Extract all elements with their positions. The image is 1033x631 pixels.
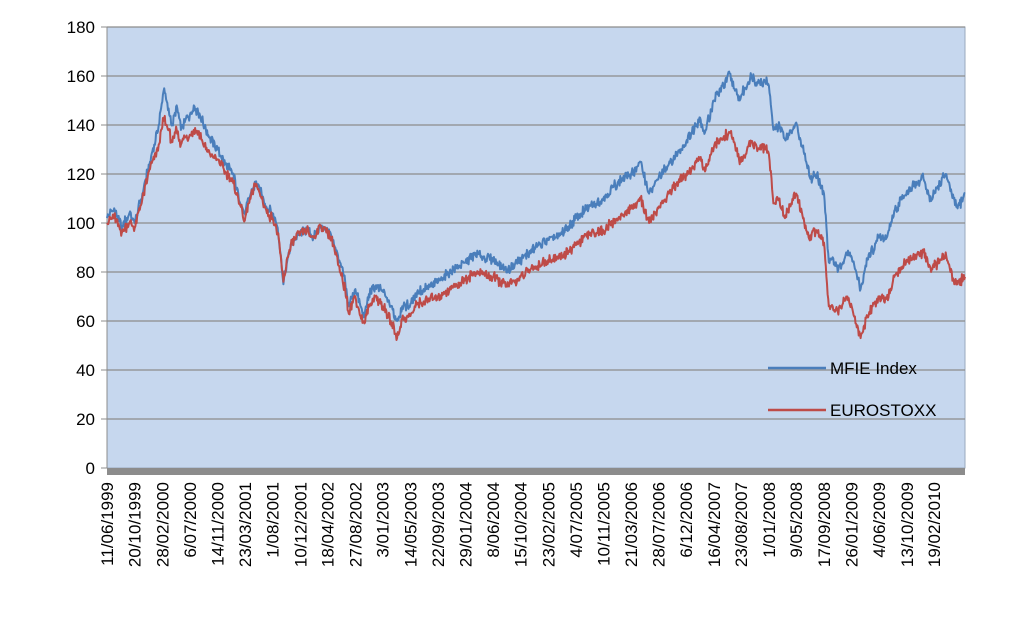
legend: MFIE Index EUROSTOXX <box>768 359 936 420</box>
y-tick-label-40: 40 <box>76 361 95 380</box>
x-tick-label: 1/08/2001 <box>264 482 283 558</box>
y-tick-label-0: 0 <box>86 459 95 478</box>
y-tick-label-120: 120 <box>67 165 95 184</box>
series-line-0 <box>106 70 966 322</box>
x-tick-label: 28/02/2000 <box>153 482 172 567</box>
x-tick-label: 14/11/2000 <box>209 482 228 566</box>
x-tick-label: 26/01/2009 <box>843 482 862 567</box>
x-tick-label: 23/02/2005 <box>539 482 558 567</box>
x-tick-label: 6/12/2006 <box>677 482 696 558</box>
y-tick-label-140: 140 <box>67 116 95 135</box>
x-tick-label: 14/05/2003 <box>401 482 420 567</box>
y-tick-label-100: 100 <box>67 214 95 233</box>
y-tick-label-60: 60 <box>76 312 95 331</box>
x-tick-label: 4/06/2009 <box>870 482 889 558</box>
legend-label-mfie: MFIE Index <box>830 359 917 378</box>
x-tick-label: 4/07/2005 <box>567 482 586 558</box>
x-tick-label: 10/12/2001 <box>291 482 310 567</box>
x-axis-floor <box>107 468 965 475</box>
y-tick-label-80: 80 <box>76 263 95 282</box>
x-tick-label: 29/01/2004 <box>456 482 475 567</box>
legend-label-eurostoxx: EUROSTOXX <box>830 401 936 420</box>
x-tick-label: 17/09/2008 <box>815 482 834 567</box>
series-lines <box>106 70 966 341</box>
x-tick-label: 18/04/2002 <box>319 482 338 567</box>
x-tick-label: 21/03/2006 <box>622 482 641 567</box>
x-tick-label: 23/08/2007 <box>732 482 751 567</box>
x-tick-label: 1/01/2008 <box>760 482 779 558</box>
gridlines <box>107 26 965 420</box>
x-tick-label: 9/05/2008 <box>787 482 806 558</box>
y-tick-label-20: 20 <box>76 410 95 429</box>
x-tick-label: 11/06/1999 <box>98 482 117 566</box>
x-tick-label: 22/09/2003 <box>429 482 448 567</box>
x-axis-band <box>107 468 965 475</box>
x-tick-label: 6/07/2000 <box>181 482 200 558</box>
series-line-1 <box>106 114 966 341</box>
y-axis: 0 20 40 60 80 100 120 140 160 180 <box>67 18 108 478</box>
x-tick-label: 8/06/2004 <box>484 482 503 558</box>
x-axis: 11/06/1999 20/10/1999 28/02/2000 6/07/2000 1… <box>98 482 944 567</box>
x-tick-label: 27/08/2002 <box>346 482 365 567</box>
x-tick-label: 28/07/2006 <box>649 482 668 567</box>
x-tick-label: 10/11/2005 <box>594 482 613 566</box>
x-tick-label: 15/10/2004 <box>512 482 531 567</box>
x-tick-label: 19/02/2010 <box>925 482 944 567</box>
x-tick-label: 23/03/2001 <box>236 482 255 567</box>
y-tick-label-160: 160 <box>67 67 95 86</box>
x-tick-label: 20/10/1999 <box>126 482 145 567</box>
x-tick-label: 16/04/2007 <box>705 482 724 567</box>
x-tick-label: 13/10/2009 <box>898 482 917 567</box>
y-tick-label-180: 180 <box>67 18 95 37</box>
x-tick-label: 3/01/2003 <box>374 482 393 558</box>
